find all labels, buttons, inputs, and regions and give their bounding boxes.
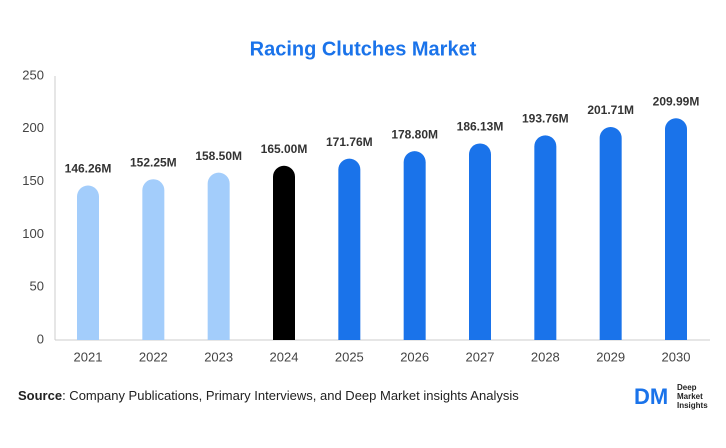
x-tick-label: 2024 (270, 349, 299, 364)
x-tick-label: 2023 (204, 349, 233, 364)
data-label: 201.71M (587, 103, 634, 117)
bar (403, 151, 426, 340)
y-tick-label: 100 (22, 226, 44, 241)
y-tick-label: 250 (22, 67, 44, 82)
bar (142, 179, 165, 340)
data-label: 158.50M (195, 149, 242, 163)
bar (273, 165, 295, 340)
data-label: 165.00M (261, 142, 308, 156)
x-tick-label: 2028 (531, 349, 560, 364)
source-label: Source (18, 388, 62, 403)
data-label: 178.80M (391, 127, 438, 141)
source: Source: Company Publications, Primary In… (18, 388, 519, 403)
x-tick-label: 2021 (74, 349, 103, 364)
x-tick-label: 2026 (400, 349, 429, 364)
logo-mark: DM (634, 384, 668, 409)
bar (207, 172, 230, 340)
data-label: 171.76M (326, 135, 373, 149)
data-label: 146.26M (65, 162, 112, 176)
y-tick-label: 0 (37, 331, 44, 346)
logo-text: Market (677, 392, 703, 401)
y-tick-label: 200 (22, 120, 44, 135)
bar (338, 158, 361, 340)
chart-title: Racing Clutches Market (250, 38, 477, 60)
data-label: 186.13M (457, 120, 504, 134)
bar (77, 185, 99, 340)
x-tick-label: 2022 (139, 349, 168, 364)
data-label: 209.99M (653, 94, 700, 108)
y-tick-label: 150 (22, 173, 44, 188)
source-text: : Company Publications, Primary Intervie… (62, 388, 519, 403)
x-tick-label: 2029 (596, 349, 625, 364)
bar (599, 126, 622, 340)
bar (665, 118, 687, 340)
bar (469, 143, 491, 340)
logo-text: Insights (677, 401, 708, 410)
y-tick-label: 50 (30, 279, 44, 294)
data-label: 152.25M (130, 155, 177, 169)
logo-text: Deep (677, 383, 697, 392)
x-tick-label: 2030 (662, 349, 691, 364)
x-tick-label: 2027 (466, 349, 495, 364)
x-tick-label: 2025 (335, 349, 364, 364)
data-label: 193.76M (522, 112, 569, 126)
bar (534, 135, 557, 340)
